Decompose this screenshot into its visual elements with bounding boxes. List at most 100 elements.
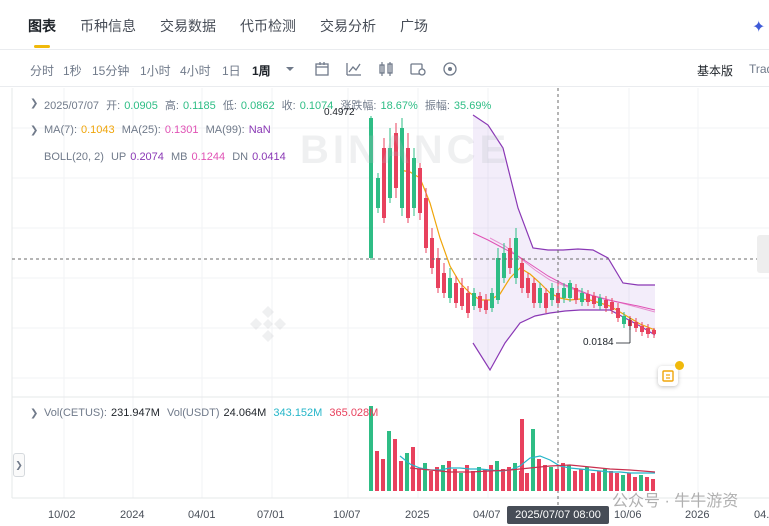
tab-chart[interactable]: 图表 [28, 18, 56, 34]
volume-bar [555, 469, 559, 491]
candle-body [394, 133, 398, 188]
volume-bar [615, 473, 619, 491]
volume-bar [585, 467, 589, 491]
timeframe-1h[interactable]: 1小时 [140, 64, 171, 78]
volume-bar [429, 471, 433, 491]
ohlc-info-row: 2025/07/07 开: 0.0905 高: 0.1185 低: 0.0862 收:… [44, 100, 492, 112]
volume-bar [387, 431, 391, 491]
chevron-collapse-icon[interactable]: ❯ [30, 98, 39, 109]
candle-body [580, 293, 584, 302]
candle-body [418, 168, 422, 213]
chart-canvas[interactable] [0, 88, 769, 526]
timeframe-1d[interactable]: 1日 [222, 64, 241, 78]
volume-bar [621, 475, 625, 491]
volume-bar [447, 461, 451, 491]
candle-body [448, 278, 452, 298]
vol-ma-red [409, 464, 656, 473]
tradingview-button[interactable]: Trad [749, 62, 769, 76]
x-axis-tick: 07/01 [257, 509, 285, 521]
float-action-button[interactable] [658, 366, 678, 386]
candle-body [652, 330, 656, 334]
volume-bar [591, 473, 595, 491]
x-axis-tick: 10/07 [333, 509, 361, 521]
tab-trade-data[interactable]: 交易数据 [160, 18, 216, 34]
volume-bar [501, 469, 505, 491]
x-axis-tick: 2025 [405, 509, 430, 521]
candle-style-icon[interactable] [313, 60, 331, 78]
volume-bar [633, 477, 637, 491]
volume-bar [567, 465, 571, 491]
candle-body [472, 293, 476, 306]
volume-bar [639, 475, 643, 491]
candle-body [376, 178, 380, 208]
notification-dot [675, 361, 684, 370]
fullscreen-icon[interactable] [441, 60, 459, 78]
tab-token-check[interactable]: 代币检测 [240, 18, 296, 34]
candle-body [466, 293, 470, 313]
volume-bar [597, 471, 601, 491]
timeframe-4h[interactable]: 4小时 [180, 64, 211, 78]
candle-body [496, 258, 500, 300]
indicator-icon[interactable] [345, 60, 363, 78]
candle-body [400, 128, 404, 208]
candle-body [406, 148, 410, 218]
x-axis-tick: 2026 [685, 509, 710, 521]
candle-body [430, 238, 434, 268]
timeframe-1s[interactable]: 1秒 [63, 64, 82, 78]
tab-trade-analysis[interactable]: 交易分析 [320, 18, 376, 34]
candle-body [460, 288, 464, 306]
tab-coin-info[interactable]: 币种信息 [80, 18, 136, 34]
candle-body [508, 248, 512, 268]
volume-bar [507, 467, 511, 491]
candle-body [622, 316, 626, 324]
candle-body [502, 253, 506, 278]
chart-area[interactable]: BINANCE ❯ 2025/07/07 开: 0.0905 高: 0.1185 低… [0, 88, 769, 526]
vol-info-row: Vol(CETUS): 231.947M Vol(USDT) 24.064M 343… [44, 407, 379, 419]
ma7-line [399, 169, 656, 331]
timeframe-1w[interactable]: 1周 [252, 64, 271, 78]
chevron-collapse-icon[interactable]: ❯ [30, 125, 39, 136]
volume-bar [381, 459, 385, 491]
tab-square[interactable]: 广场 [400, 18, 428, 34]
chevron-down-icon[interactable] [281, 60, 299, 78]
right-edge-handle[interactable] [757, 235, 769, 273]
basic-view-button[interactable]: 基本版 [697, 64, 734, 78]
volume-bar [465, 465, 469, 491]
top-tab-bar: 图表 币种信息 交易数据 代币检测 交易分析 广场 ✦ [0, 0, 769, 50]
candle-body [412, 158, 416, 208]
timeframe-line[interactable]: 分时 [30, 64, 55, 78]
expand-panel-button[interactable]: ❯ [13, 453, 25, 477]
chevron-collapse-icon[interactable]: ❯ [30, 408, 39, 419]
boll-info-row: BOLL(20, 2) UP 0.2074 MB 0.1244 DN 0.0414 [44, 151, 286, 163]
candle-body [382, 148, 386, 218]
volume-bar [393, 439, 397, 491]
volume-bar [579, 469, 583, 491]
volume-bar [537, 459, 541, 491]
compare-icon[interactable] [377, 60, 395, 78]
volume-bar [645, 477, 649, 491]
volume-bar [483, 469, 487, 491]
volume-bar [405, 453, 409, 491]
x-axis-tick: 04/07 [473, 509, 501, 521]
x-axis-tick: 2024 [120, 509, 145, 521]
volume-bar [531, 429, 535, 491]
candle-body [490, 293, 494, 308]
ma-info-row: MA(7): 0.1043 MA(25): 0.1301 MA(99): NaN [44, 124, 271, 136]
x-axis-tick: 04/01 [188, 509, 216, 521]
timeframe-15m[interactable]: 15分钟 [92, 64, 130, 78]
x-axis-tick: 10/02 [48, 509, 76, 521]
sparkle-icon[interactable]: ✦ [752, 19, 766, 36]
chart-toolbar: 分时 1秒 15分钟 1小时 4小时 1日 1周 基本版 Trad [0, 51, 769, 87]
boll-upper-line [472, 114, 655, 286]
settings-icon[interactable] [409, 60, 427, 78]
candle-body [478, 296, 482, 308]
candle-body [538, 288, 542, 303]
volume-bar [525, 473, 529, 491]
candle-body [634, 322, 638, 328]
candle-body [436, 258, 440, 288]
volume-bar [477, 467, 481, 491]
candle-body [424, 198, 428, 248]
candle-body [454, 283, 458, 303]
candle-body [514, 238, 518, 278]
candle-body [526, 278, 530, 293]
